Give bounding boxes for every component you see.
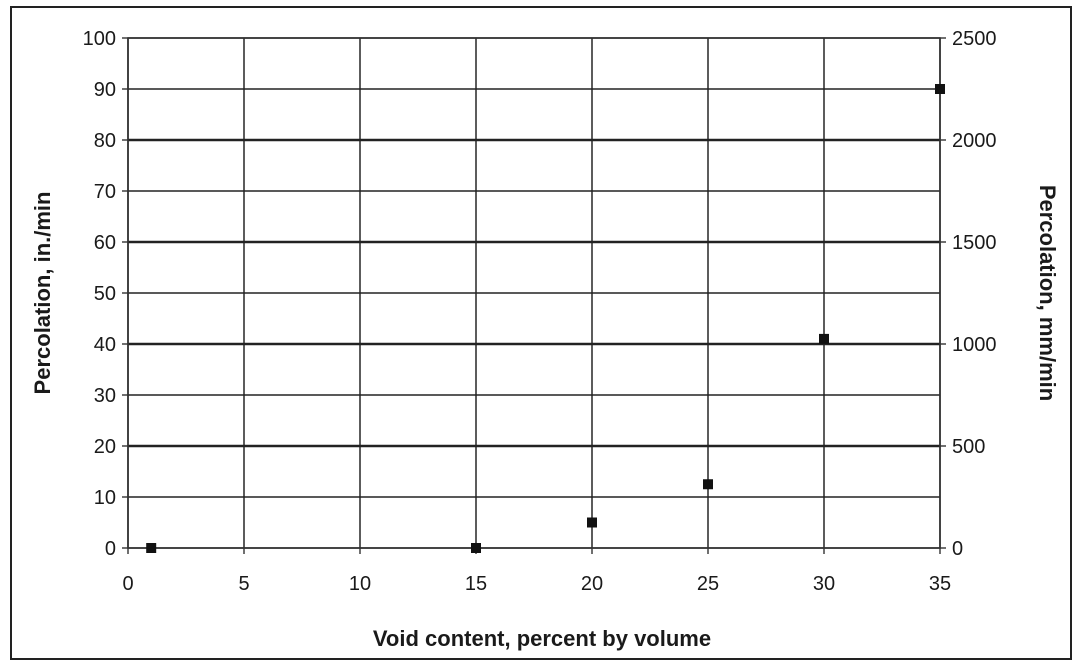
- y-tick-label: 50: [94, 283, 116, 305]
- x-tick-labels: 0 5 10 15 20 25 30 35: [122, 573, 951, 595]
- y-tick-label: 100: [83, 28, 116, 50]
- y-axis-title: Percolation, in./min: [30, 192, 55, 395]
- x-tick-label: 15: [465, 573, 487, 595]
- y2-axis-title: Percolation, mm/min: [1035, 185, 1060, 401]
- y-tick-label: 10: [94, 487, 116, 509]
- y-tick-label: 80: [94, 130, 116, 152]
- chart-frame: [10, 6, 1072, 660]
- x-tick-label: 35: [929, 573, 951, 595]
- grid: [127, 37, 941, 549]
- data-point: [471, 543, 481, 553]
- y2-tick-label: 2000: [952, 130, 997, 152]
- y2-tick-label: 1000: [952, 334, 997, 356]
- y2-tick-label: 500: [952, 436, 985, 458]
- x-tick-label: 0: [122, 573, 133, 595]
- data-point: [819, 333, 829, 344]
- y-tick-label: 30: [94, 385, 116, 407]
- y-tick-label: 60: [94, 232, 116, 254]
- x-tick-label: 20: [581, 573, 603, 595]
- data-points: [146, 84, 945, 553]
- y-tick-label: 20: [94, 436, 116, 458]
- data-point: [935, 84, 945, 94]
- x-axis-title: Void content, percent by volume: [373, 626, 711, 651]
- axes: [122, 37, 946, 554]
- y-tick-labels: 0 10 20 30 40 50 60 70 80 90 100: [83, 28, 116, 560]
- x-tick-label: 25: [697, 573, 719, 595]
- x-tick-label: 30: [813, 573, 835, 595]
- data-point: [587, 517, 597, 528]
- x-tick-label: 10: [349, 573, 371, 595]
- y2-tick-labels: 0 500 1000 1500 2000 2500: [952, 28, 997, 560]
- y2-tick-label: 2500: [952, 28, 997, 50]
- x-tick-label: 5: [238, 573, 249, 595]
- plot-area-border: [127, 37, 941, 549]
- data-point: [146, 543, 157, 553]
- y-tick-label: 90: [94, 79, 116, 101]
- y2-tick-label: 0: [952, 538, 963, 560]
- y2-tick-label: 1500: [952, 232, 997, 254]
- y-tick-label: 40: [94, 334, 116, 356]
- y-tick-label: 70: [94, 181, 116, 203]
- data-point: [703, 479, 713, 490]
- y-tick-label: 0: [105, 538, 116, 560]
